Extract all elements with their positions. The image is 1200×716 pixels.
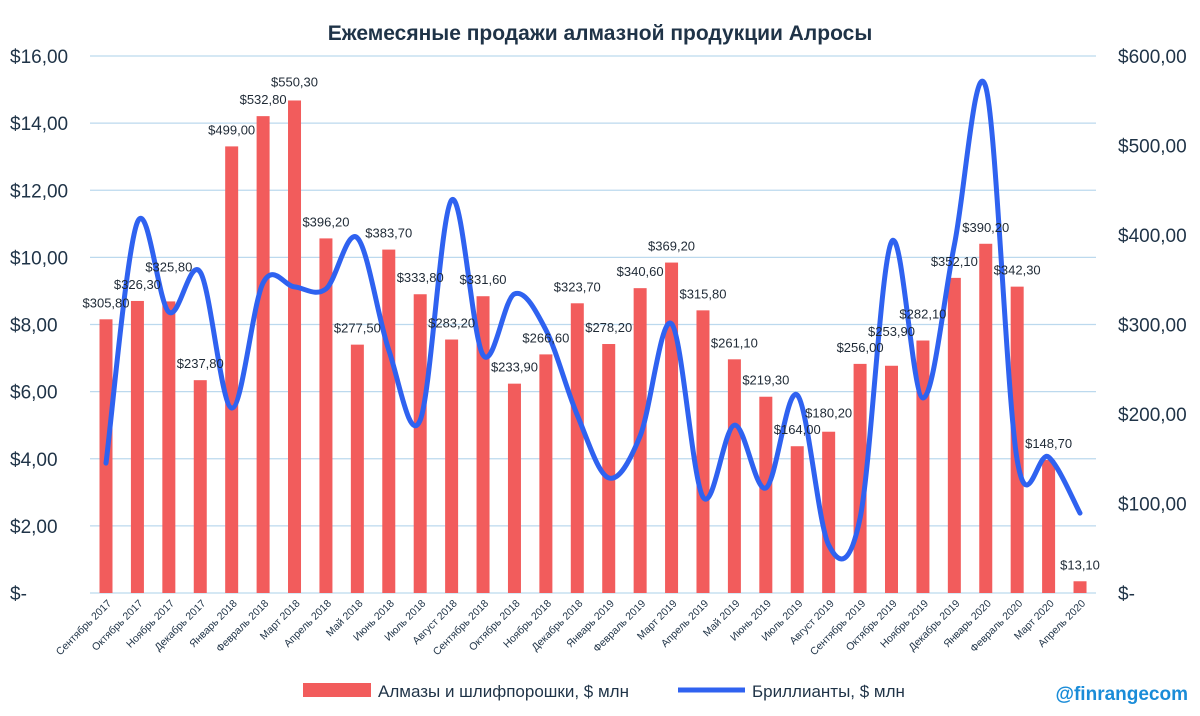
bar-data-label: $278,20 <box>585 320 632 335</box>
y-right-tick-label: $100,00 <box>1118 495 1187 516</box>
y-left-tick-label: $2,00 <box>10 517 58 538</box>
bar <box>382 249 396 593</box>
y-right-tick-label: $200,00 <box>1118 405 1187 426</box>
bar-data-label: $261,10 <box>711 335 758 350</box>
bar <box>445 339 459 593</box>
bar-data-label: $237,80 <box>177 356 224 371</box>
bar-data-label: $342,30 <box>994 263 1041 278</box>
bar-data-label: $369,20 <box>648 239 695 254</box>
bar <box>759 396 773 593</box>
bar <box>1073 581 1087 593</box>
y-left-tick-label: $4,00 <box>10 450 58 471</box>
y-left-tick-label: $8,00 <box>10 316 58 337</box>
chart-title: Ежемесяные продажи алмазной продукции Ал… <box>328 22 873 45</box>
bar <box>350 344 364 593</box>
y-left-tick-label: $16,00 <box>10 47 68 68</box>
bar-data-label: $148,70 <box>1025 436 1072 451</box>
legend-bar-swatch <box>303 683 371 697</box>
bar <box>979 243 993 593</box>
bar <box>256 116 270 594</box>
bar-data-label: $253,90 <box>868 324 915 339</box>
bar-data-label: $277,50 <box>334 321 381 336</box>
bar-data-label: $256,00 <box>837 340 884 355</box>
y-right-tick-label: $500,00 <box>1118 137 1187 158</box>
bar <box>665 262 679 593</box>
bar <box>1042 459 1056 593</box>
legend: Алмазы и шлифпорошки, $ млн Бриллианты, … <box>303 682 905 701</box>
bar-data-label: $164,00 <box>774 422 821 437</box>
bar-data-label: $390,20 <box>962 220 1009 235</box>
bar-data-label: $396,20 <box>302 214 349 229</box>
bar-data-label: $219,30 <box>742 373 789 388</box>
x-tick-label: Сентябрь 2018 <box>431 598 491 658</box>
x-tick-label: Сентябрь 2019 <box>808 598 868 658</box>
line-series-brilliants <box>103 78 1083 562</box>
x-tick-label: Сентябрь 2017 <box>54 598 114 658</box>
y-left-tick-label: $14,00 <box>10 114 68 135</box>
bar <box>193 380 207 593</box>
watermark: @finrangecom <box>1055 684 1188 705</box>
y-left-tick-label: $6,00 <box>10 383 58 404</box>
bar <box>696 310 710 593</box>
bar-data-label: $352,10 <box>931 254 978 269</box>
y-left-tick-label: $- <box>10 584 27 605</box>
bar <box>225 146 239 593</box>
y-left-tick-label: $10,00 <box>10 248 68 269</box>
bar-data-label: $282,10 <box>899 307 946 322</box>
bar-data-label: $331,60 <box>460 272 507 287</box>
bar <box>570 303 584 593</box>
y-left-tick-label: $12,00 <box>10 181 68 202</box>
y-right-tick-label: $- <box>1118 584 1135 605</box>
bar-data-label: $325,80 <box>145 259 192 274</box>
bar-data-label: $550,30 <box>271 74 318 89</box>
bar-data-label: $266,60 <box>522 330 569 345</box>
bar <box>1010 286 1024 593</box>
bar <box>288 100 302 593</box>
bar-data-label: $283,20 <box>428 316 475 331</box>
bar-data-label: $323,70 <box>554 279 601 294</box>
bar-data-label: $326,30 <box>114 277 161 292</box>
bar <box>947 277 961 593</box>
y-right-tick-label: $600,00 <box>1118 47 1187 68</box>
bar <box>476 296 490 593</box>
bar-data-label: $532,80 <box>240 92 287 107</box>
bar-data-label: $13,10 <box>1060 557 1100 572</box>
bar <box>916 340 930 593</box>
y-right-tick-label: $400,00 <box>1118 226 1187 247</box>
bar-data-label: $499,00 <box>208 122 255 137</box>
bar-data-label: $383,70 <box>365 226 412 241</box>
legend-bar-label: Алмазы и шлифпорошки, $ млн <box>378 682 629 701</box>
bar <box>130 300 144 593</box>
bar <box>822 431 836 593</box>
bar <box>162 301 176 593</box>
bar-data-label: $305,80 <box>83 295 130 310</box>
bar <box>602 344 616 593</box>
bar <box>539 354 553 593</box>
bar <box>885 365 898 593</box>
bar <box>727 359 741 593</box>
y-right-tick-label: $300,00 <box>1118 316 1187 337</box>
legend-line-label: Бриллианты, $ млн <box>752 682 905 701</box>
bar <box>507 383 521 593</box>
bar-data-label: $315,80 <box>679 286 726 301</box>
bar-data-label: $333,80 <box>397 270 444 285</box>
bar <box>319 238 333 593</box>
bar <box>413 294 427 593</box>
bar <box>790 446 804 593</box>
bar-data-label: $233,90 <box>491 360 538 375</box>
bar-data-label: $180,20 <box>805 406 852 421</box>
bar-data-label: $340,60 <box>617 264 664 279</box>
